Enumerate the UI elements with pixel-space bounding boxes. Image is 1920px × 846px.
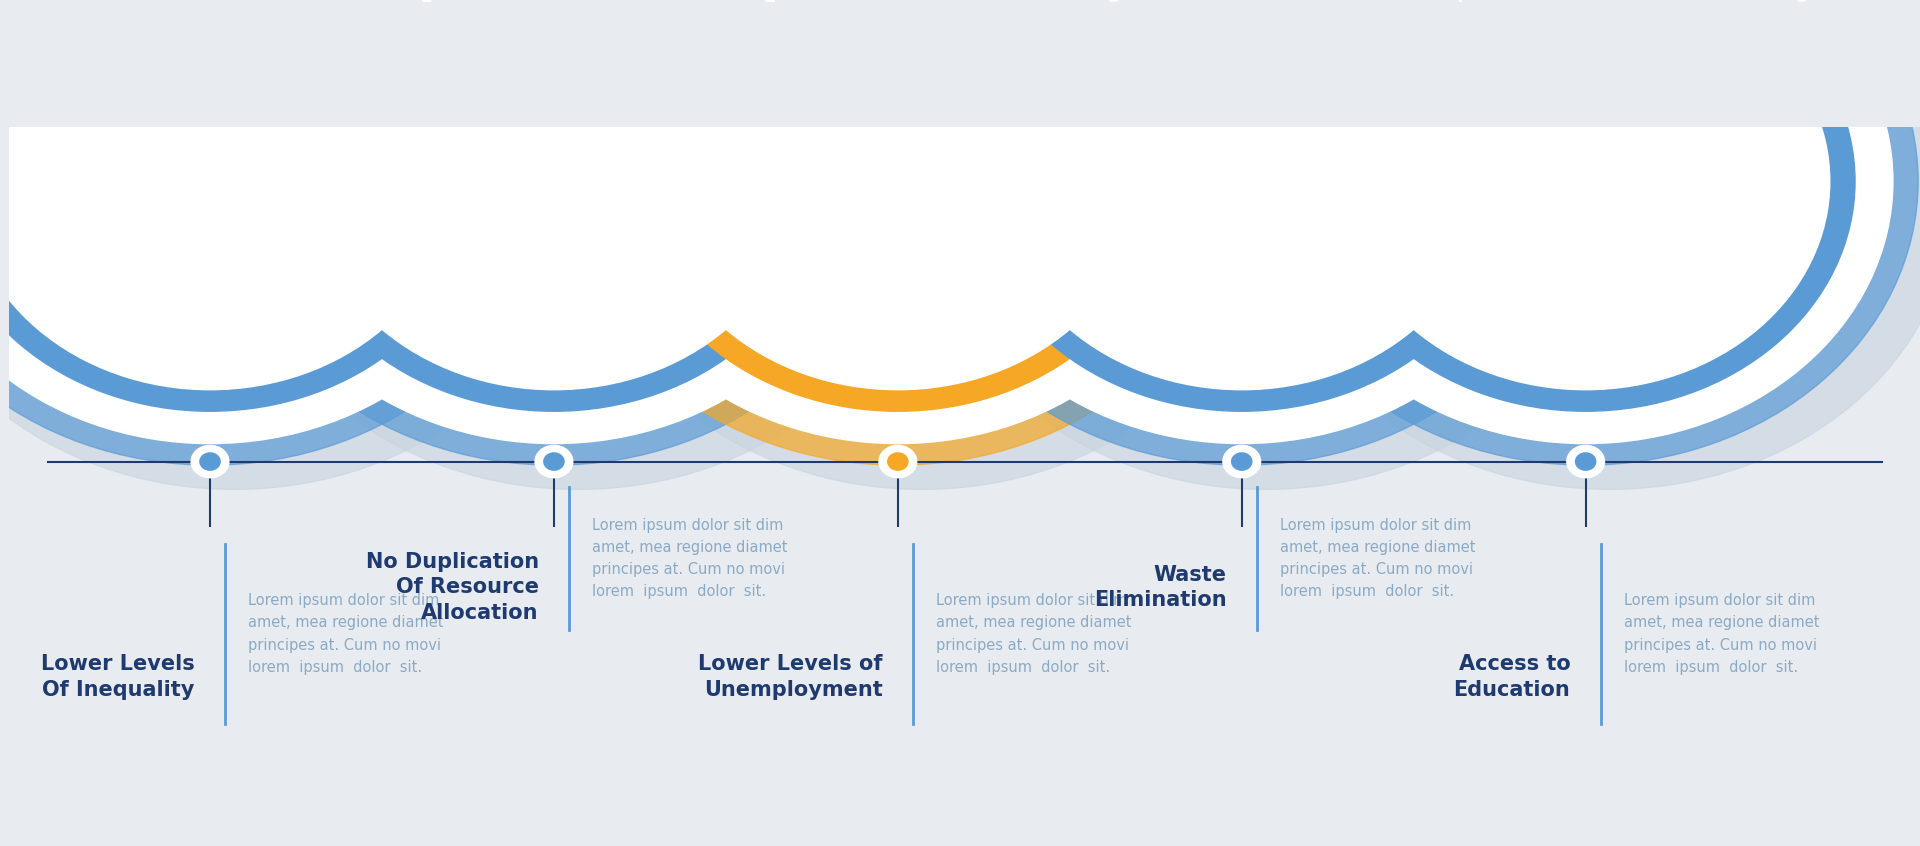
Ellipse shape — [1755, 0, 1849, 36]
Ellipse shape — [1231, 453, 1252, 470]
Text: 5: 5 — [1795, 0, 1809, 6]
Text: 2: 2 — [764, 0, 776, 6]
Ellipse shape — [972, 0, 1511, 411]
Ellipse shape — [724, 0, 816, 36]
Ellipse shape — [591, 0, 1206, 443]
Ellipse shape — [284, 0, 824, 411]
Text: Lower Levels of
Unemployment: Lower Levels of Unemployment — [699, 654, 883, 700]
Ellipse shape — [910, 0, 1574, 465]
Text: Lorem ipsum dolor sit dim
amet, mea regione diamet
principes at. Cum no movi
lor: Lorem ipsum dolor sit dim amet, mea regi… — [937, 593, 1131, 675]
Ellipse shape — [879, 446, 916, 477]
Ellipse shape — [192, 446, 228, 477]
Ellipse shape — [536, 446, 572, 477]
Text: Lorem ipsum dolor sit dim
amet, mea regione diamet
principes at. Cum no movi
lor: Lorem ipsum dolor sit dim amet, mea regi… — [1281, 518, 1475, 599]
Ellipse shape — [1279, 0, 1893, 443]
Text: Lorem ipsum dolor sit dim
amet, mea regione diamet
principes at. Cum no movi
lor: Lorem ipsum dolor sit dim amet, mea regi… — [248, 593, 444, 675]
Ellipse shape — [1317, 0, 1855, 411]
Ellipse shape — [1411, 0, 1503, 36]
Ellipse shape — [935, 0, 1549, 443]
Ellipse shape — [924, 0, 1609, 490]
Text: Lorem ipsum dolor sit dim
amet, mea regione diamet
principes at. Cum no movi
lor: Lorem ipsum dolor sit dim amet, mea regi… — [1624, 593, 1820, 675]
Ellipse shape — [564, 0, 1231, 465]
Text: 3: 3 — [1108, 0, 1119, 6]
Ellipse shape — [1223, 446, 1260, 477]
Ellipse shape — [580, 0, 1263, 490]
Text: No Duplication
Of Resource
Allocation: No Duplication Of Resource Allocation — [365, 552, 540, 623]
Ellipse shape — [0, 0, 576, 490]
Ellipse shape — [236, 0, 920, 490]
Text: 4: 4 — [1452, 0, 1465, 6]
Ellipse shape — [0, 0, 455, 390]
Ellipse shape — [1342, 0, 1830, 390]
Ellipse shape — [887, 453, 908, 470]
Ellipse shape — [1068, 0, 1160, 36]
Ellipse shape — [0, 0, 480, 411]
Ellipse shape — [309, 0, 799, 390]
Ellipse shape — [998, 0, 1486, 390]
Text: 1: 1 — [420, 0, 432, 6]
Ellipse shape — [1567, 446, 1605, 477]
Text: Waste
Elimination: Waste Elimination — [1094, 564, 1227, 610]
Text: Access to
Education: Access to Education — [1453, 654, 1571, 700]
Ellipse shape — [628, 0, 1167, 411]
Ellipse shape — [380, 0, 472, 36]
Ellipse shape — [0, 0, 543, 465]
Ellipse shape — [1267, 0, 1920, 490]
Ellipse shape — [0, 0, 516, 443]
Ellipse shape — [221, 0, 887, 465]
Text: Lower Levels
Of Inequality: Lower Levels Of Inequality — [40, 654, 194, 700]
Text: Lorem ipsum dolor sit dim
amet, mea regione diamet
principes at. Cum no movi
lor: Lorem ipsum dolor sit dim amet, mea regi… — [591, 518, 787, 599]
Ellipse shape — [1576, 453, 1596, 470]
Ellipse shape — [246, 0, 862, 443]
Ellipse shape — [1254, 0, 1918, 465]
Ellipse shape — [653, 0, 1142, 390]
Ellipse shape — [543, 453, 564, 470]
Ellipse shape — [200, 453, 221, 470]
